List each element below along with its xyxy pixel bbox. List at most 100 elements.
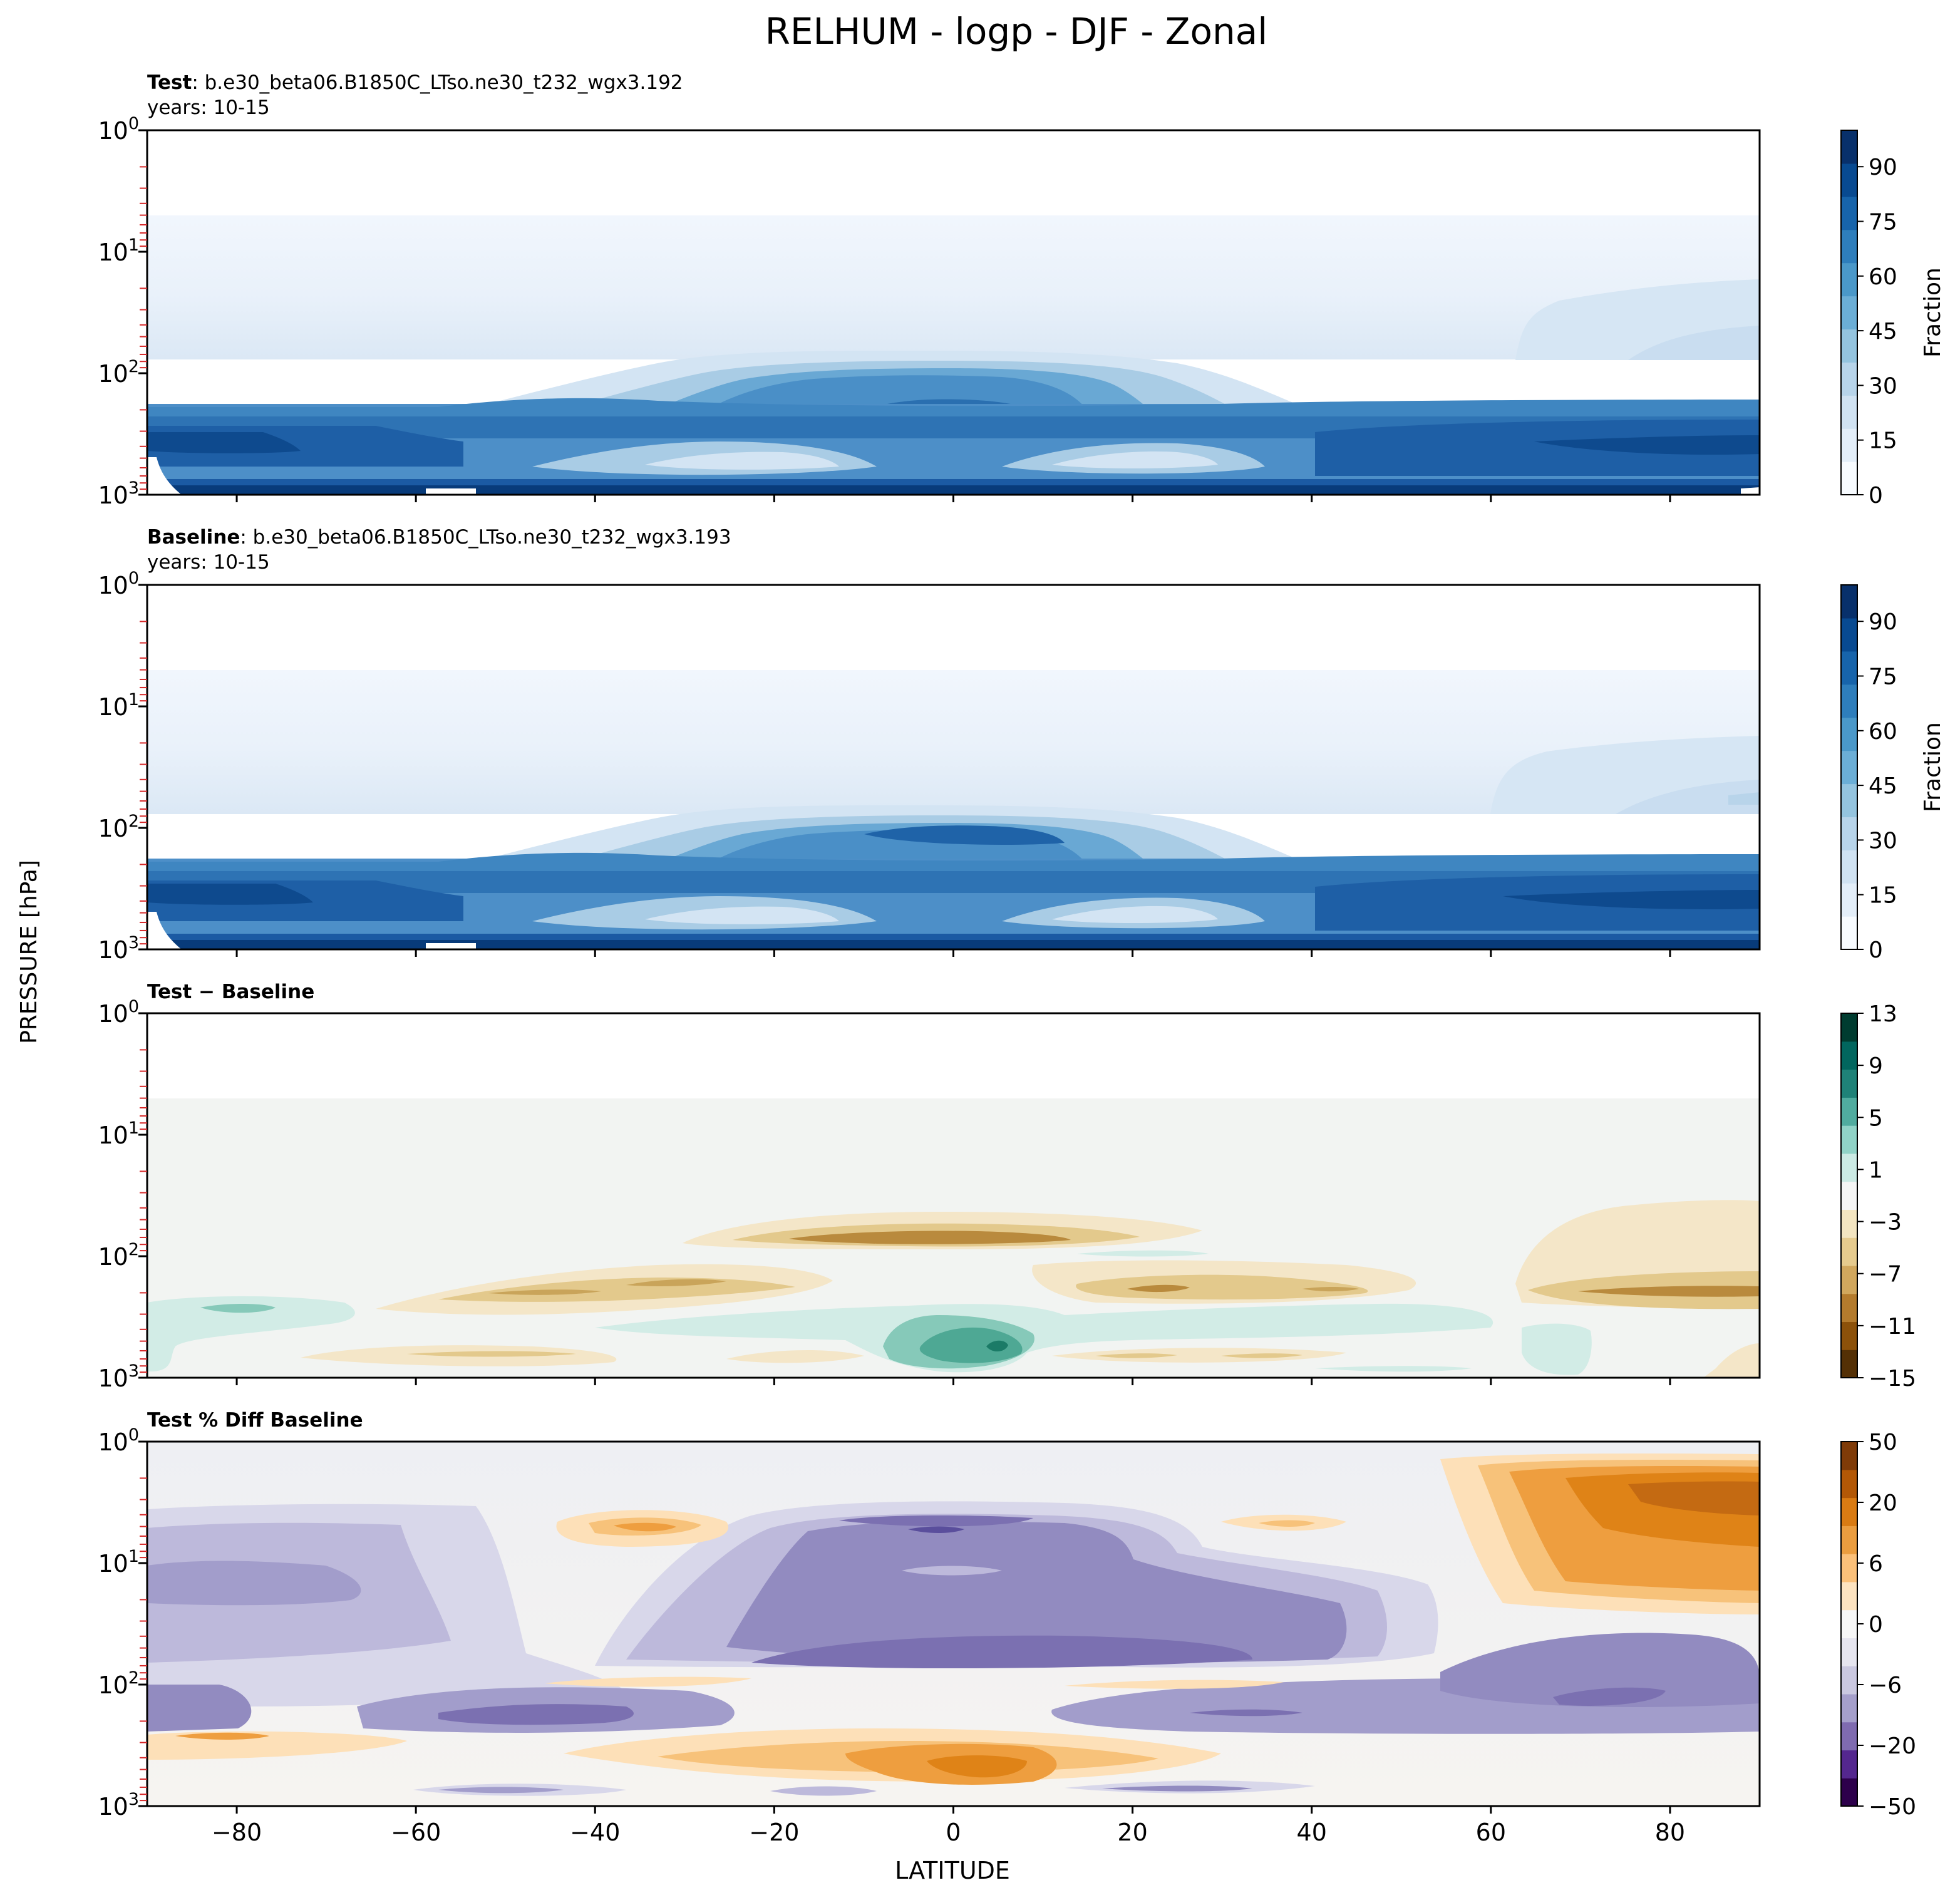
panel-test-ytick-3: 103 — [98, 478, 139, 509]
colorbar-level — [1841, 1125, 1857, 1154]
colorbar-level — [1841, 1153, 1857, 1182]
panel-baseline-ytick-0: 100 — [98, 569, 139, 599]
colorbar-tick-label: −15 — [1869, 1366, 1916, 1391]
panel-pct-diff-yticks: 100 101 102 103 — [98, 1425, 139, 1820]
panel-diff-ytick-2: 102 — [98, 1240, 139, 1271]
panel-baseline-yticks: 100 101 102 103 — [98, 569, 139, 964]
colorbar-level — [1841, 1638, 1857, 1666]
xtick-label: 80 — [1655, 1819, 1685, 1846]
colorbar-level — [1841, 916, 1857, 950]
panel-test-subheader: years: 10-15 — [147, 96, 270, 119]
panel-pct-diff-ytick-3: 103 — [98, 1790, 139, 1820]
panel-test-colorbar-label: Fraction — [1920, 267, 1946, 358]
panel-baseline-field — [147, 585, 1760, 949]
colorbar-level — [1841, 1442, 1857, 1470]
panel-baseline-colorbar: 0 15 30 45 60 75 90 — [1840, 584, 1897, 963]
panel-baseline: Baseline: b.e30_beta06.B1850C_LTso.ne30_… — [98, 526, 1946, 964]
xtick-label: 20 — [1117, 1819, 1147, 1846]
panel-pct-diff-header: Test % Diff Baseline — [147, 1409, 363, 1432]
colorbar-level — [1841, 329, 1857, 363]
colorbar-tick-label: 30 — [1869, 828, 1897, 854]
colorbar-level — [1841, 1554, 1857, 1582]
panel-baseline-ytick-3: 103 — [98, 933, 139, 964]
panel-diff-colorbar: −15 −11 −7 −3 1 5 9 13 — [1840, 1001, 1916, 1391]
colorbar-tick-label: 6 — [1869, 1551, 1883, 1577]
colorbar-tick-label: −11 — [1869, 1314, 1916, 1340]
colorbar-tick-label: 0 — [1869, 483, 1883, 509]
colorbar-tick-label: 45 — [1869, 319, 1897, 344]
colorbar-level — [1841, 883, 1857, 917]
colorbar-level — [1841, 1469, 1857, 1499]
colorbar-level — [1841, 262, 1857, 297]
colorbar-frame — [1840, 130, 1858, 495]
colorbar-level — [1841, 1778, 1857, 1807]
panel-baseline-header-text: : b.e30_beta06.B1850C_LTso.ne30_t232_wgx… — [240, 526, 731, 549]
panel-pct-diff-ytick-1: 101 — [98, 1547, 139, 1577]
colorbar-level — [1841, 783, 1857, 817]
panel-pct-diff-field — [147, 1442, 1760, 1806]
colorbar-level — [1841, 1181, 1857, 1210]
colorbar-level — [1841, 1265, 1857, 1294]
colorbar-level — [1841, 462, 1857, 495]
colorbar-tick-label: 5 — [1869, 1105, 1883, 1131]
panel-diff: Test − Baseline — [98, 981, 1916, 1392]
panel-test-colorbar: 0 15 30 45 60 75 90 — [1840, 130, 1897, 509]
colorbar-level — [1841, 362, 1857, 396]
panel-diff-ytick-3: 103 — [98, 1361, 139, 1392]
panel-diff-xticks — [235, 1378, 1671, 1385]
colorbar-level — [1841, 1722, 1857, 1751]
panel-diff-header-bold: Test − Baseline — [147, 981, 314, 1003]
colorbar-level — [1841, 1693, 1857, 1723]
panel-baseline-header: Baseline: b.e30_beta06.B1850C_LTso.ne30_… — [147, 526, 731, 549]
panel-baseline-header-bold: Baseline — [147, 526, 240, 549]
colorbar-tick-label: −7 — [1869, 1262, 1902, 1288]
colorbar-tick-label: 30 — [1869, 373, 1897, 399]
panel-test-header-text: : b.e30_beta06.B1850C_LTso.ne30_t232_wgx… — [192, 71, 683, 94]
colorbar-level — [1841, 1069, 1857, 1098]
colorbar-tick-label: 13 — [1869, 1001, 1897, 1027]
panel-diff-yticks: 100 101 102 103 — [98, 997, 139, 1392]
colorbar-tick-label: 90 — [1869, 155, 1897, 180]
xtick-label: −60 — [391, 1819, 441, 1846]
colorbar-level — [1841, 817, 1857, 850]
colorbar-level — [1841, 1041, 1857, 1070]
colorbar-tick-label: 1 — [1869, 1157, 1883, 1183]
colorbar-level — [1841, 651, 1857, 685]
panel-pct-diff-colorbar: −50 −20 −6 0 6 20 50 — [1840, 1430, 1916, 1820]
panel-baseline-xticks — [235, 949, 1671, 957]
figure-title: RELHUM - logp - DJF - Zonal — [765, 10, 1268, 53]
panel-pct-diff: Test % Diff Baseline — [98, 1409, 1916, 1846]
panel-diff-field — [147, 1013, 1760, 1378]
panel-test: Test: b.e30_beta06.B1850C_LTso.ne30_t232… — [98, 71, 1946, 509]
colorbar-frame — [1840, 1013, 1858, 1378]
panel-diff-header: Test − Baseline — [147, 981, 314, 1003]
x-axis-label: LATITUDE — [895, 1857, 1010, 1884]
panel-test-ytick-2: 102 — [98, 357, 139, 388]
colorbar-level — [1841, 163, 1857, 197]
panel-baseline-colorbar-label: Fraction — [1920, 722, 1946, 812]
xtick-label: −40 — [570, 1819, 620, 1846]
colorbar-level — [1841, 229, 1857, 264]
colorbar-level — [1841, 1526, 1857, 1554]
colorbar-tick-label: 0 — [1869, 937, 1883, 963]
colorbar-tick-label: 45 — [1869, 773, 1897, 799]
panel-baseline-subheader: years: 10-15 — [147, 551, 270, 574]
panel-pct-diff-minor-ticks — [138, 1440, 147, 1807]
colorbar-level — [1841, 1237, 1857, 1266]
colorbar-tick-label: 60 — [1869, 264, 1897, 290]
colorbar-level — [1841, 850, 1857, 884]
colorbar-tick-label: 15 — [1869, 428, 1897, 454]
colorbar-level — [1841, 1666, 1857, 1695]
colorbar-level — [1841, 1097, 1857, 1126]
colorbar-level — [1841, 684, 1857, 718]
panel-test-field — [147, 130, 1760, 495]
colorbar-tick-label: −3 — [1869, 1210, 1902, 1236]
colorbar-level — [1841, 428, 1857, 462]
panel-test-minor-ticks — [138, 129, 147, 496]
colorbar-level — [1841, 1013, 1857, 1042]
colorbar-level — [1841, 1321, 1857, 1350]
panel-test-header: Test: b.e30_beta06.B1850C_LTso.ne30_t232… — [147, 71, 683, 94]
colorbar-tick-label: 60 — [1869, 719, 1897, 745]
colorbar-level — [1841, 1293, 1857, 1323]
